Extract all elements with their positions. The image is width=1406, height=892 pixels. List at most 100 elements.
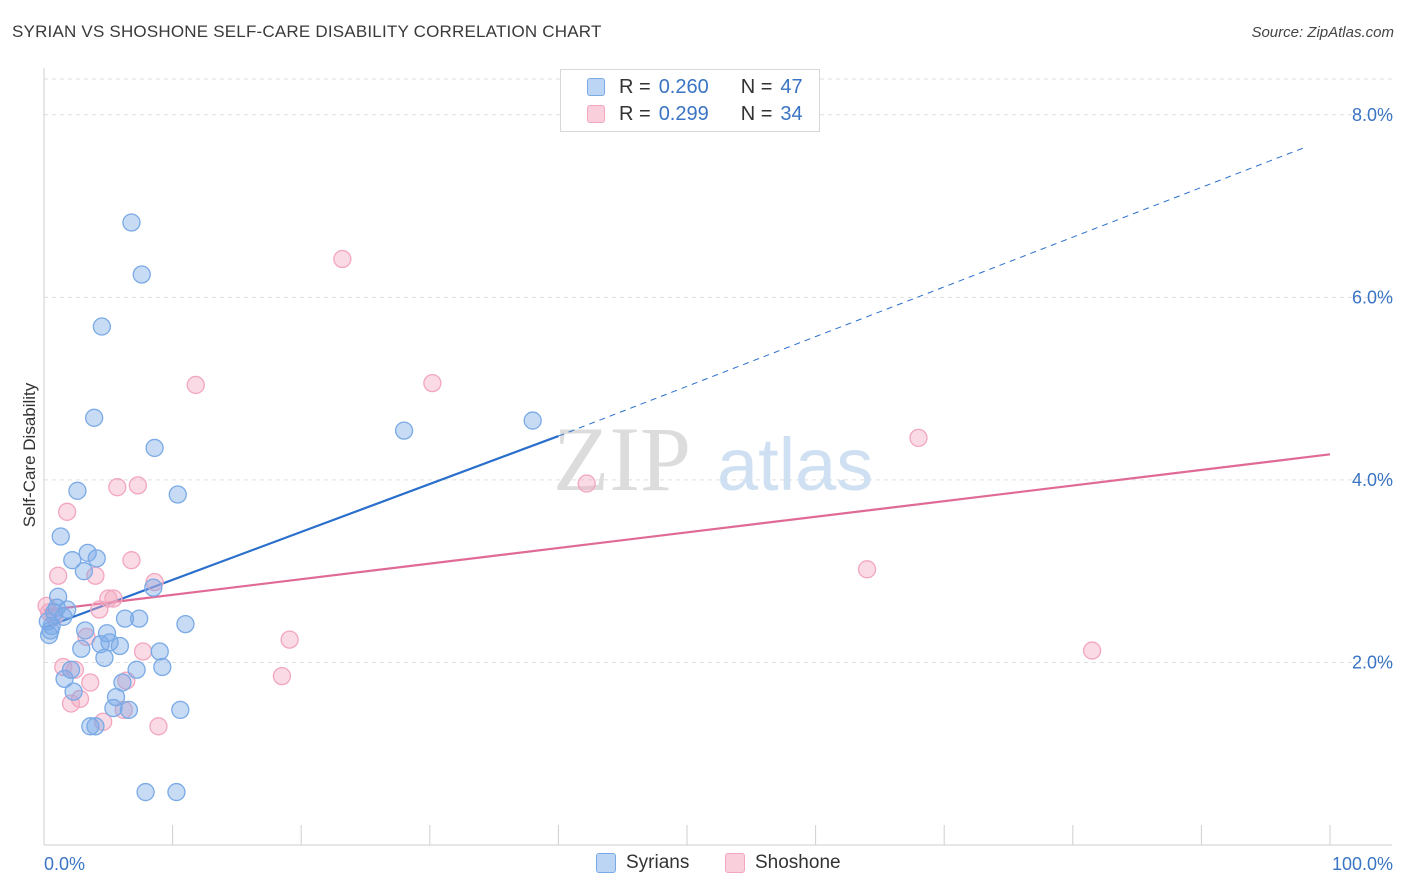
point-syrians bbox=[85, 408, 104, 427]
point-syrians bbox=[119, 700, 139, 720]
point-shoshone bbox=[81, 673, 100, 692]
shoshone-swatch bbox=[587, 105, 605, 123]
point-syrians bbox=[74, 562, 94, 581]
point-shoshone bbox=[577, 474, 596, 493]
point-syrians bbox=[132, 265, 151, 284]
watermark-atlas: atlas bbox=[717, 423, 873, 506]
point-shoshone bbox=[108, 478, 127, 497]
trend-lines bbox=[43, 147, 1331, 629]
point-syrians bbox=[91, 635, 110, 654]
gridlines bbox=[44, 78, 1392, 663]
point-shoshone bbox=[61, 694, 81, 713]
bottom-legend-shoshone: Shoshone bbox=[725, 852, 841, 874]
chart-source: Source: ZipAtlas.com bbox=[1251, 24, 1394, 41]
trend-line-syrians bbox=[43, 435, 559, 629]
point-syrians bbox=[171, 700, 190, 720]
point-shoshone bbox=[333, 249, 352, 269]
syrians-n-value: 47 bbox=[780, 75, 803, 98]
bottom-shoshone-label: Shoshone bbox=[755, 852, 841, 873]
syrians-swatch bbox=[587, 78, 605, 96]
syrians-n-label: N = bbox=[740, 75, 773, 98]
point-syrians bbox=[64, 682, 83, 701]
point-syrians bbox=[130, 609, 149, 628]
point-shoshone bbox=[1082, 641, 1102, 660]
point-syrians bbox=[86, 717, 105, 736]
point-syrians bbox=[167, 782, 186, 802]
point-shoshone bbox=[128, 476, 148, 495]
point-syrians bbox=[122, 213, 141, 232]
point-shoshone bbox=[149, 717, 168, 736]
point-syrians bbox=[51, 527, 70, 546]
point-syrians bbox=[72, 639, 91, 658]
point-syrians bbox=[115, 609, 135, 628]
point-syrians bbox=[127, 660, 146, 679]
chart-title: SYRIAN VS SHOSHONE SELF-CARE DISABILITY … bbox=[12, 22, 602, 41]
point-syrians bbox=[61, 660, 81, 679]
legend-row-syrians: R = 0.260 N = 47 bbox=[587, 74, 803, 100]
y-tick-label: 6.0% bbox=[1352, 287, 1393, 307]
point-syrians bbox=[76, 621, 95, 640]
trend-line-shoshone bbox=[43, 453, 1331, 612]
point-syrians bbox=[68, 481, 87, 500]
shoshone-n-label: N = bbox=[740, 102, 773, 125]
shoshone-r-value: 0.299 bbox=[658, 102, 709, 125]
bottom-shoshone-swatch bbox=[725, 853, 745, 873]
shoshone-n-value: 34 bbox=[780, 102, 803, 125]
shoshone-r-label: R = bbox=[619, 102, 651, 125]
point-syrians bbox=[100, 633, 119, 652]
data-points bbox=[37, 213, 1102, 802]
x-tick-label-min: 0.0% bbox=[44, 854, 85, 874]
point-shoshone bbox=[65, 660, 85, 679]
point-syrians bbox=[78, 543, 97, 563]
point-syrians bbox=[81, 717, 100, 736]
point-syrians bbox=[176, 614, 195, 634]
y-tick-label: 8.0% bbox=[1352, 105, 1393, 125]
point-shoshone bbox=[70, 689, 90, 709]
point-syrians bbox=[110, 636, 130, 656]
bottom-syrians-swatch bbox=[596, 853, 616, 873]
trend-line-extension-syrians bbox=[558, 147, 1305, 437]
point-shoshone bbox=[57, 502, 77, 521]
point-syrians bbox=[145, 438, 164, 458]
point-syrians bbox=[55, 669, 74, 689]
point-shoshone bbox=[77, 627, 96, 647]
point-shoshone bbox=[280, 630, 299, 649]
y-axis-label: Self-Care Disability bbox=[20, 382, 39, 527]
point-syrians bbox=[150, 642, 169, 661]
point-syrians bbox=[57, 600, 77, 619]
point-shoshone bbox=[909, 428, 928, 448]
point-syrians bbox=[87, 549, 106, 568]
point-syrians bbox=[63, 551, 82, 570]
point-shoshone bbox=[48, 566, 68, 585]
point-shoshone bbox=[99, 589, 118, 608]
x-tick-label-max: 100.0% bbox=[1332, 854, 1393, 874]
bottom-syrians-label: Syrians bbox=[626, 852, 690, 873]
syrians-r-label: R = bbox=[619, 75, 651, 98]
point-syrians bbox=[113, 673, 132, 692]
point-syrians bbox=[523, 411, 542, 430]
point-shoshone bbox=[423, 373, 442, 393]
point-shoshone bbox=[122, 551, 141, 570]
point-syrians bbox=[153, 657, 172, 677]
point-shoshone bbox=[857, 560, 877, 579]
syrians-r-value: 0.260 bbox=[658, 75, 709, 98]
stats-legend: R = 0.260 N = 47 R = 0.299 N = 34 bbox=[560, 69, 820, 132]
watermark-zip: ZIP bbox=[553, 408, 691, 510]
point-syrians bbox=[144, 578, 163, 597]
point-shoshone bbox=[186, 375, 205, 395]
axes bbox=[43, 68, 1392, 846]
point-shoshone bbox=[133, 642, 153, 661]
point-syrians bbox=[48, 587, 68, 606]
point-syrians bbox=[136, 782, 155, 802]
point-shoshone bbox=[272, 666, 292, 686]
point-syrians bbox=[95, 648, 114, 668]
point-syrians bbox=[168, 485, 187, 504]
point-syrians bbox=[394, 421, 414, 440]
y-tick-labels: 2.0% 4.0% 6.0% 8.0% bbox=[1352, 105, 1393, 673]
point-syrians bbox=[104, 698, 123, 718]
point-shoshone bbox=[104, 589, 123, 608]
bottom-legend-syrians: Syrians bbox=[596, 852, 689, 874]
y-tick-label: 4.0% bbox=[1352, 470, 1393, 490]
legend-row-shoshone: R = 0.299 N = 34 bbox=[587, 101, 803, 127]
